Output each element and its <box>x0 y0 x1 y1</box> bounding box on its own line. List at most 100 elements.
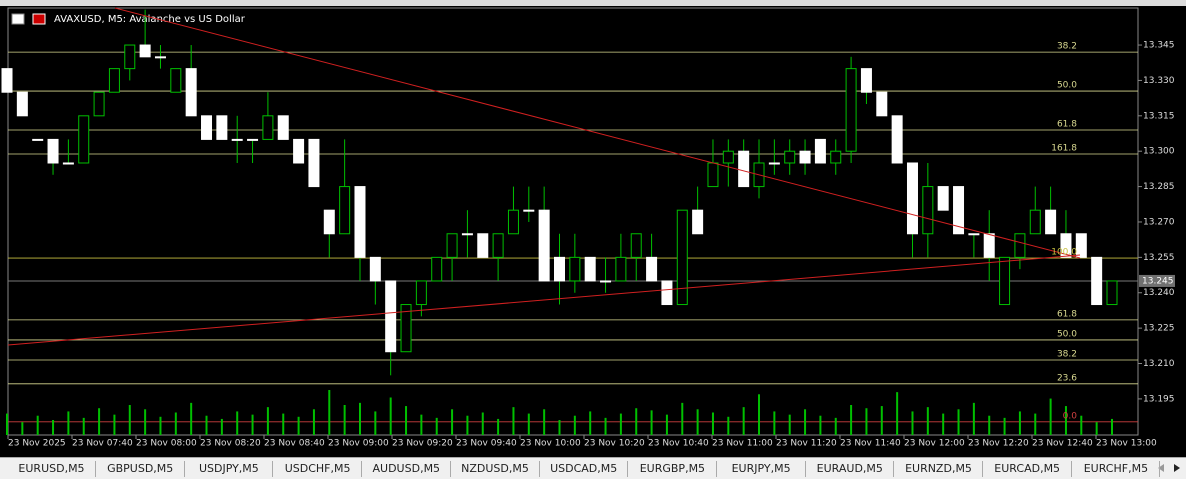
x-tick-label: 23 Nov 08:00 <box>136 439 197 449</box>
fib-label: 61.8 <box>1057 119 1077 129</box>
candle-body <box>876 91 888 117</box>
candle-body <box>231 138 243 141</box>
trend-line <box>7 254 1081 346</box>
candle-body <box>1 68 13 93</box>
icon <box>11 13 25 25</box>
candle-body <box>47 138 59 164</box>
candle-body <box>799 150 811 164</box>
candle-body <box>937 186 949 211</box>
fib-label: 161.8 <box>1051 144 1077 154</box>
candle-body <box>170 68 182 93</box>
candle-body <box>554 256 565 282</box>
tab-scroll[interactable] <box>1146 458 1186 478</box>
symbol-tab[interactable]: EURUSD,M5 <box>8 461 96 477</box>
symbol-tab[interactable]: EURNZD,M5 <box>895 461 983 477</box>
candle-body <box>584 256 596 282</box>
candle-body <box>600 280 612 283</box>
candle-body <box>369 256 381 282</box>
candle-body <box>1060 233 1072 258</box>
candle-body <box>891 115 903 164</box>
symbol-tab[interactable]: USDCAD,M5 <box>540 461 629 477</box>
symbol-tab[interactable]: USDCHF,M5 <box>274 461 363 477</box>
fib-label: 23.6 <box>1057 373 1077 383</box>
symbol-tab[interactable]: EURJPY,M5 <box>718 461 806 477</box>
symbol-tab[interactable]: EURAUD,M5 <box>806 461 895 477</box>
candle-body <box>676 209 688 306</box>
candle-body <box>968 233 980 236</box>
candle-body <box>293 138 305 164</box>
candle-body <box>308 138 320 188</box>
candle-body <box>922 186 934 235</box>
candle-body <box>400 304 412 353</box>
candle-body <box>1091 256 1103 306</box>
x-tick-label: 23 Nov 12:20 <box>968 439 1029 449</box>
x-tick-label: 23 Nov 10:20 <box>584 439 645 449</box>
fib-label: 100.0 <box>1051 248 1077 258</box>
y-tick-label: 13.270 <box>1143 217 1175 227</box>
candle-body <box>1014 233 1026 258</box>
candle-body <box>646 256 658 282</box>
candle-body <box>569 256 581 282</box>
candle-body <box>953 186 965 235</box>
candle-body <box>354 186 366 258</box>
candle-body <box>692 209 704 235</box>
symbol-tab[interactable]: AUDUSD,M5 <box>363 461 451 477</box>
x-tick-label: 23 Nov 09:00 <box>328 439 389 449</box>
x-tick-label: 23 Nov 11:40 <box>840 439 901 449</box>
candle-body <box>830 150 842 164</box>
fib-label: 38.2 <box>1057 349 1077 359</box>
candle-body <box>538 209 550 282</box>
x-tick-label: 23 Nov 11:00 <box>712 439 773 449</box>
x-tick-label: 23 Nov 09:20 <box>392 439 453 449</box>
candle-body <box>139 44 151 58</box>
symbol-tab[interactable]: NZDUSD,M5 <box>452 461 540 477</box>
tab-bar: EURUSD,M5 GBPUSD,M5 USDJPY,M5 USDCHF,M5 AUDU… <box>0 457 1186 479</box>
y-tick-label: 13.285 <box>1143 182 1175 192</box>
candle-body <box>108 68 120 93</box>
fib-label: 50.0 <box>1057 81 1077 91</box>
x-tick-label: 23 Nov 08:40 <box>264 439 325 449</box>
candle-body <box>722 150 734 164</box>
candle-body <box>62 162 74 165</box>
x-tick-label: 23 Nov 12:40 <box>1032 439 1093 449</box>
y-tick-label: 13.210 <box>1143 359 1175 369</box>
candle-body <box>385 280 397 353</box>
candle-body <box>1075 233 1087 258</box>
candle-body <box>415 280 427 306</box>
candle-body <box>707 162 719 188</box>
last-price-box <box>1139 274 1175 287</box>
y-tick-label: 13.255 <box>1143 253 1175 263</box>
icon <box>32 13 46 25</box>
x-tick-label: 23 Nov 10:40 <box>648 439 709 449</box>
candle-body <box>630 233 642 258</box>
x-tick-label: 23 Nov 07:40 <box>72 439 133 449</box>
fib-label: 50.0 <box>1057 329 1077 339</box>
y-tick-label: 13.195 <box>1143 394 1175 404</box>
candle-body <box>262 115 274 140</box>
candle-body <box>615 256 627 282</box>
candle-body <box>523 209 535 212</box>
symbol-tab[interactable]: GBPUSD,M5 <box>97 461 185 477</box>
toolbar-edge <box>0 0 1186 6</box>
candle-body <box>78 115 90 164</box>
candle-body <box>339 186 351 235</box>
candle-body <box>446 233 458 258</box>
symbol-tab[interactable]: USDJPY,M5 <box>185 461 274 477</box>
candle-body <box>477 233 489 258</box>
x-tick-label: 23 Nov 2025 <box>8 439 66 449</box>
candle-body <box>1029 209 1041 235</box>
candle-body <box>784 150 796 164</box>
candle-body <box>738 150 750 188</box>
symbol-tab[interactable]: EURCHF,M5 <box>1072 461 1161 477</box>
candle-body <box>845 68 857 152</box>
chart: AVAXUSD, M5: Avalanche vs US Dollar 13.3… <box>0 0 1186 449</box>
y-tick-label: 13.300 <box>1143 147 1175 157</box>
symbol-tab[interactable]: EURCAD,M5 <box>984 461 1072 477</box>
candle-body <box>124 44 136 70</box>
candle-body <box>768 162 780 165</box>
candle-body <box>461 233 473 236</box>
x-tick-label: 23 Nov 12:00 <box>904 439 965 449</box>
symbol-tab[interactable]: EURGBP,M5 <box>629 461 717 477</box>
candle-body <box>1106 280 1118 306</box>
candle-body <box>154 56 166 59</box>
